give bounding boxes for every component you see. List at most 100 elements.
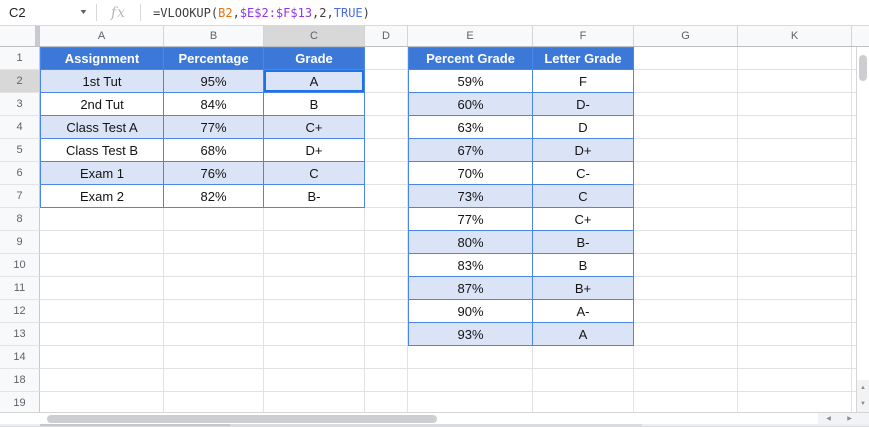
cell-E12[interactable]: 90% xyxy=(408,300,533,323)
cell-K13[interactable] xyxy=(738,323,852,346)
cell-D3[interactable] xyxy=(365,93,408,116)
cell-B9[interactable] xyxy=(164,231,264,254)
row-header-19[interactable]: 19 xyxy=(0,392,40,412)
cell-B14[interactable] xyxy=(164,346,264,369)
cell-K9[interactable] xyxy=(738,231,852,254)
cell-B4[interactable]: 77% xyxy=(164,116,264,139)
cell-F7[interactable]: C xyxy=(533,185,634,208)
cell-G13[interactable] xyxy=(634,323,738,346)
cell-G5[interactable] xyxy=(634,139,738,162)
cell-K4[interactable] xyxy=(738,116,852,139)
row-header-2[interactable]: 2 xyxy=(0,70,40,93)
cell-E7[interactable]: 73% xyxy=(408,185,533,208)
cell-K19[interactable] xyxy=(738,392,852,412)
cell-A10[interactable] xyxy=(40,254,164,277)
column-header-C[interactable]: C xyxy=(264,26,365,46)
cell-E13[interactable]: 93% xyxy=(408,323,533,346)
row-header-11[interactable]: 11 xyxy=(0,277,40,300)
cell-C14[interactable] xyxy=(264,346,365,369)
cell-F8[interactable]: C+ xyxy=(533,208,634,231)
cell-D9[interactable] xyxy=(365,231,408,254)
cell-F13[interactable]: A xyxy=(533,323,634,346)
cell-D11[interactable] xyxy=(365,277,408,300)
column-header-A[interactable]: A xyxy=(40,26,164,46)
cell-E19[interactable] xyxy=(408,392,533,412)
cell-A4[interactable]: Class Test A xyxy=(40,116,164,139)
cell-K1[interactable] xyxy=(738,47,852,70)
formula-input[interactable]: =VLOOKUP(B2,$E$2:$F$13,2,TRUE) xyxy=(153,6,370,20)
row-header-1[interactable]: 1 xyxy=(0,47,40,70)
cell-D18[interactable] xyxy=(365,369,408,392)
cell-G4[interactable] xyxy=(634,116,738,139)
cell-D19[interactable] xyxy=(365,392,408,412)
cell-A14[interactable] xyxy=(40,346,164,369)
cell-F9[interactable]: B- xyxy=(533,231,634,254)
column-header-D[interactable]: D xyxy=(365,26,408,46)
cell-E5[interactable]: 67% xyxy=(408,139,533,162)
cell-E8[interactable]: 77% xyxy=(408,208,533,231)
column-header-F[interactable]: F xyxy=(533,26,634,46)
cell-G8[interactable] xyxy=(634,208,738,231)
cell-G12[interactable] xyxy=(634,300,738,323)
cell-D6[interactable] xyxy=(365,162,408,185)
cell-E1[interactable]: Percent Grade xyxy=(408,47,533,70)
select-all-corner[interactable] xyxy=(0,26,40,46)
row-header-6[interactable]: 6 xyxy=(0,162,40,185)
scroll-up-button[interactable]: ▲ xyxy=(857,380,869,396)
cell-F18[interactable] xyxy=(533,369,634,392)
cell-E10[interactable]: 83% xyxy=(408,254,533,277)
cell-D14[interactable] xyxy=(365,346,408,369)
cell-F11[interactable]: B+ xyxy=(533,277,634,300)
cell-K6[interactable] xyxy=(738,162,852,185)
cell-K3[interactable] xyxy=(738,93,852,116)
cell-B8[interactable] xyxy=(164,208,264,231)
cell-C3[interactable]: B xyxy=(264,93,365,116)
cell-B11[interactable] xyxy=(164,277,264,300)
cell-A18[interactable] xyxy=(40,369,164,392)
cell-K7[interactable] xyxy=(738,185,852,208)
cell-F19[interactable] xyxy=(533,392,634,412)
cell-G6[interactable] xyxy=(634,162,738,185)
cell-F2[interactable]: F xyxy=(533,70,634,93)
cell-C13[interactable] xyxy=(264,323,365,346)
cell-F1[interactable]: Letter Grade xyxy=(533,47,634,70)
cell-D1[interactable] xyxy=(365,47,408,70)
cell-E14[interactable] xyxy=(408,346,533,369)
cell-D10[interactable] xyxy=(365,254,408,277)
cell-C9[interactable] xyxy=(264,231,365,254)
cell-K18[interactable] xyxy=(738,369,852,392)
cell-A13[interactable] xyxy=(40,323,164,346)
cell-C11[interactable] xyxy=(264,277,365,300)
cell-B5[interactable]: 68% xyxy=(164,139,264,162)
cell-C19[interactable] xyxy=(264,392,365,412)
cell-F3[interactable]: D- xyxy=(533,93,634,116)
scroll-right-button[interactable]: ▶ xyxy=(839,413,860,424)
column-header-G[interactable]: G xyxy=(634,26,738,46)
cell-A8[interactable] xyxy=(40,208,164,231)
vertical-scrollbar[interactable]: ▲ ▼ xyxy=(856,47,869,412)
cell-E18[interactable] xyxy=(408,369,533,392)
cell-C7[interactable]: B- xyxy=(264,185,365,208)
cell-F10[interactable]: B xyxy=(533,254,634,277)
cell-D4[interactable] xyxy=(365,116,408,139)
cell-C1[interactable]: Grade xyxy=(264,47,365,70)
cell-G3[interactable] xyxy=(634,93,738,116)
cell-C12[interactable] xyxy=(264,300,365,323)
column-header-K[interactable]: K xyxy=(738,26,852,46)
cell-B10[interactable] xyxy=(164,254,264,277)
cell-A6[interactable]: Exam 1 xyxy=(40,162,164,185)
name-box[interactable]: C2 ▼ xyxy=(0,0,96,25)
row-header-4[interactable]: 4 xyxy=(0,116,40,139)
cell-G14[interactable] xyxy=(634,346,738,369)
cell-G11[interactable] xyxy=(634,277,738,300)
cell-G9[interactable] xyxy=(634,231,738,254)
cell-G1[interactable] xyxy=(634,47,738,70)
cell-B3[interactable]: 84% xyxy=(164,93,264,116)
cell-A3[interactable]: 2nd Tut xyxy=(40,93,164,116)
cell-D8[interactable] xyxy=(365,208,408,231)
cell-A12[interactable] xyxy=(40,300,164,323)
cell-F5[interactable]: D+ xyxy=(533,139,634,162)
cell-D2[interactable] xyxy=(365,70,408,93)
row-header-9[interactable]: 9 xyxy=(0,231,40,254)
cell-C10[interactable] xyxy=(264,254,365,277)
